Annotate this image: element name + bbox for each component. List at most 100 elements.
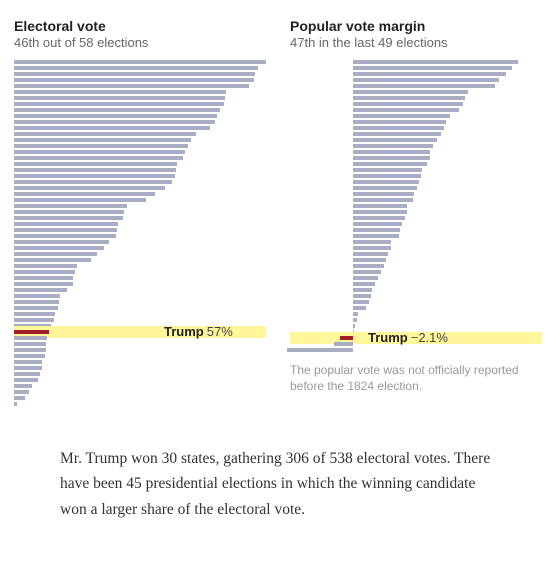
bar-row	[14, 360, 266, 364]
bar-row	[14, 234, 266, 238]
bar-row	[14, 108, 266, 112]
bar-row	[290, 180, 542, 184]
electoral-chart: Trump57%	[14, 60, 266, 406]
bar	[14, 288, 67, 292]
bar-row	[14, 210, 266, 214]
bar	[14, 216, 123, 220]
bar	[14, 180, 172, 184]
bar	[353, 120, 446, 124]
bar-row	[290, 234, 542, 238]
bar	[353, 258, 386, 262]
bar-row	[14, 354, 266, 358]
bar	[353, 168, 422, 172]
bar	[353, 108, 459, 112]
bar-row	[14, 180, 266, 184]
bar-row	[290, 270, 542, 274]
bar	[14, 132, 196, 136]
bar	[353, 252, 388, 256]
bar-row	[14, 378, 266, 382]
bar	[14, 342, 46, 346]
bar	[353, 60, 518, 64]
bar	[14, 336, 47, 340]
bar	[353, 138, 437, 142]
bar-row	[14, 72, 266, 76]
bar	[353, 240, 391, 244]
bar-row	[290, 156, 542, 160]
bar-row	[14, 396, 266, 400]
bar	[14, 126, 210, 130]
bar	[353, 294, 371, 298]
electoral-subtitle: 46th out of 58 elections	[14, 35, 266, 50]
bar	[353, 324, 355, 328]
bar	[14, 312, 55, 316]
bar-row	[14, 216, 266, 220]
bar	[14, 282, 73, 286]
bar	[353, 192, 414, 196]
bar-row	[14, 402, 266, 406]
bar	[353, 84, 495, 88]
bar	[353, 186, 417, 190]
bar	[14, 234, 116, 238]
bar	[14, 174, 175, 178]
highlight-label: Trump57%	[164, 324, 233, 339]
bar-row	[14, 282, 266, 286]
bar	[14, 186, 165, 190]
bar	[14, 252, 97, 256]
bar	[14, 354, 45, 358]
bar-row	[290, 162, 542, 166]
highlight-label: Trump−2.1%	[368, 330, 448, 345]
bar	[14, 156, 183, 160]
bar-row	[14, 348, 266, 352]
bar	[353, 156, 430, 160]
bar-row	[14, 120, 266, 124]
bar-row	[14, 342, 266, 346]
bar-row	[290, 66, 542, 70]
bar-row	[14, 246, 266, 250]
bar	[14, 108, 220, 112]
bar-row	[290, 144, 542, 148]
bar-row	[14, 288, 266, 292]
bar	[353, 228, 400, 232]
bar-row	[14, 84, 266, 88]
highlight-label-name: Trump	[368, 330, 408, 345]
bar-row	[14, 372, 266, 376]
bar	[14, 192, 155, 196]
bar	[14, 402, 17, 406]
bar-row	[14, 312, 266, 316]
bar-row	[290, 300, 542, 304]
bar-row	[290, 132, 542, 136]
bar	[14, 84, 249, 88]
bar	[14, 168, 176, 172]
bar-row	[290, 198, 542, 202]
bar-row	[14, 132, 266, 136]
bar	[353, 318, 357, 322]
bar	[14, 240, 109, 244]
bar	[14, 360, 42, 364]
bar-row	[290, 84, 542, 88]
bar	[14, 258, 91, 262]
bar-row	[14, 174, 266, 178]
bar	[353, 90, 468, 94]
bar-row	[14, 162, 266, 166]
bar	[14, 270, 75, 274]
bar	[353, 288, 372, 292]
bar-row	[290, 264, 542, 268]
bar	[14, 300, 59, 304]
bar-row	[290, 120, 542, 124]
bar	[14, 204, 127, 208]
bar	[14, 66, 258, 70]
bar-row	[290, 78, 542, 82]
bar	[287, 348, 353, 352]
bar	[353, 306, 366, 310]
bar	[353, 180, 419, 184]
bar	[14, 198, 146, 202]
bar	[353, 96, 465, 100]
bar-row	[14, 60, 266, 64]
bar-row	[14, 198, 266, 202]
bar-row: Trump57%	[14, 330, 266, 334]
highlight-label-value: 57%	[207, 324, 233, 339]
bar-row	[290, 192, 542, 196]
bar-row	[290, 60, 542, 64]
bar	[353, 312, 358, 316]
bar-row	[290, 90, 542, 94]
